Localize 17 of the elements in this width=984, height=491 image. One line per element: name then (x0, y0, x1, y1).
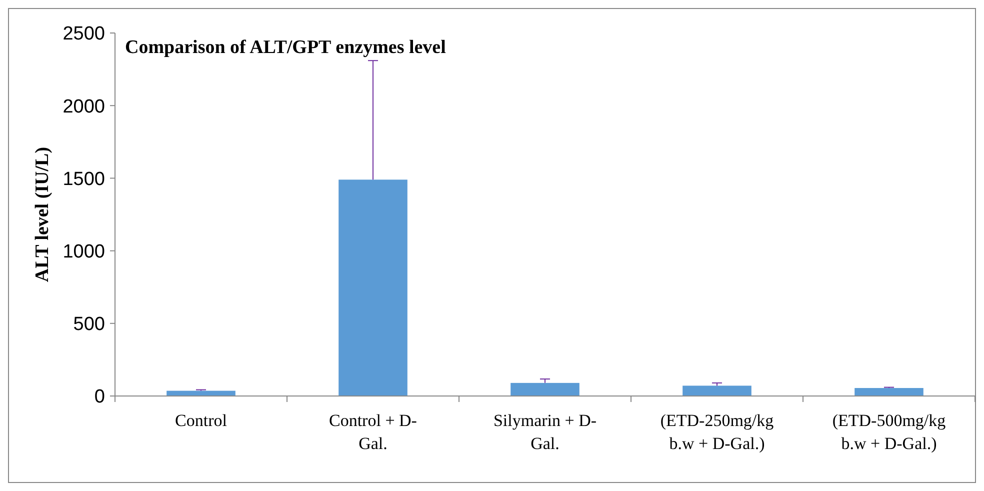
x-tick-label: (ETD-250mg/kg b.w + D-Gal.) (660, 411, 774, 453)
chart-title: Comparison of ALT/GPT enzymes level (125, 37, 446, 58)
x-tick-label: Control (175, 411, 228, 430)
y-tick-label: 2000 (62, 96, 105, 118)
x-tick-label: Control + D-Gal. (329, 411, 418, 453)
x-tick-label: (ETD-500mg/kg b.w + D-Gal.) (832, 411, 946, 453)
bar (854, 388, 924, 396)
y-tick-label: 500 (73, 314, 105, 336)
y-tick-label: 0 (94, 386, 105, 408)
y-tick-label: 2500 (62, 24, 105, 45)
bar (338, 180, 408, 396)
y-tick-label: 1500 (62, 168, 105, 190)
x-tick-label: Silymarin + D-Gal. (493, 411, 597, 453)
y-axis-title: ALT level (IU/L) (32, 146, 53, 282)
bar (510, 382, 580, 396)
y-tick-label: 1000 (62, 241, 105, 262)
bar (682, 386, 752, 396)
